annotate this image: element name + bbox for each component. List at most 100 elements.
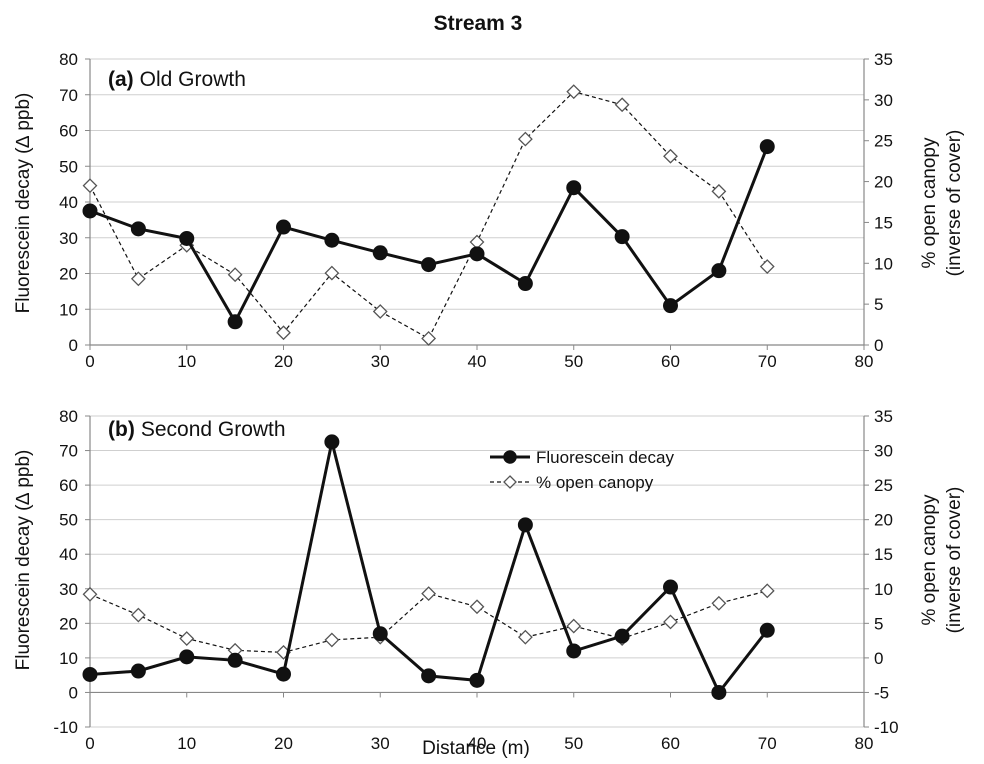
- canopy-point: [372, 304, 388, 319]
- y-right-tick-label: 35: [874, 407, 893, 426]
- fluorescein-point: [566, 180, 582, 196]
- panel-b-y-right-label-line2: (inverse of cover): [944, 487, 965, 634]
- canopy-point: [276, 325, 291, 341]
- x-tick-label: 30: [371, 734, 390, 753]
- fluorescein-point: [130, 221, 146, 237]
- fluorescein-point: [663, 298, 678, 314]
- fluorescein-point: [276, 666, 291, 682]
- x-tick-label: 80: [855, 734, 874, 753]
- fluorescein-point: [421, 257, 437, 273]
- y-right-tick-label: -10: [874, 718, 899, 737]
- y-right-tick-label: 15: [874, 545, 893, 564]
- panel-b-gridlines: [90, 415, 864, 728]
- fluorescein-point: [324, 232, 340, 248]
- canopy-point: [179, 631, 195, 646]
- fluorescein-point: [759, 139, 775, 155]
- y-left-tick-label: 0: [69, 336, 78, 355]
- panel-b-label-bold: (b): [108, 418, 135, 441]
- fluorescein-point: [324, 434, 340, 450]
- panel-a-series: [82, 84, 775, 346]
- fluorescein-point: [276, 219, 291, 235]
- panel-a-label: (a) Old Growth: [108, 68, 246, 91]
- fluorescein-point: [372, 245, 388, 261]
- canopy-point: [469, 599, 485, 615]
- y-right-tick-label: 30: [874, 91, 893, 110]
- panel-a-y-right-label-line2: (inverse of cover): [944, 130, 965, 277]
- canopy-point: [663, 614, 678, 630]
- panel-a-y-left-label: Fluorescein decay (∆ ppb): [13, 93, 34, 314]
- canopy-point: [614, 97, 630, 113]
- fluorescein-point: [614, 229, 630, 245]
- fluorescein-point: [711, 263, 727, 279]
- x-tick-label: 40: [468, 734, 487, 753]
- fluorescein-point: [614, 628, 630, 644]
- y-left-tick-label: 60: [59, 122, 78, 141]
- fluorescein-point: [372, 626, 388, 642]
- x-tick-label: 70: [758, 734, 777, 753]
- y-right-tick-label: 25: [874, 132, 893, 151]
- y-right-tick-label: 35: [874, 50, 893, 69]
- fluorescein-point: [82, 666, 98, 682]
- x-axis-label: Distance (m): [422, 738, 530, 759]
- canopy-point: [759, 583, 775, 599]
- panel-a-y-right-label-line1: % open canopy: [919, 137, 940, 268]
- y-left-tick-label: 60: [59, 476, 78, 495]
- x-tick-label: 0: [85, 734, 94, 753]
- legend-fluorescein-label: Fluorescein decay: [536, 448, 674, 467]
- y-left-tick-label: 0: [69, 683, 78, 702]
- y-left-tick-label: 50: [59, 511, 78, 530]
- x-tick-label: 60: [661, 352, 680, 371]
- fluorescein-point: [82, 203, 98, 219]
- canopy-point: [421, 331, 437, 346]
- y-right-tick-label: 20: [874, 173, 893, 192]
- canopy-point: [227, 267, 243, 283]
- canopy-point: [324, 265, 340, 281]
- canopy-point: [421, 586, 437, 602]
- canopy-point: [82, 586, 98, 602]
- y-right-tick-label: 0: [874, 649, 883, 668]
- fluorescein-point: [759, 622, 775, 638]
- legend-fluorescein-marker: [503, 450, 517, 464]
- y-left-tick-label: 10: [59, 649, 78, 668]
- x-tick-label: 10: [177, 734, 196, 753]
- x-tick-label: 0: [85, 352, 94, 371]
- canopy-series-line: [89, 91, 768, 340]
- fluorescein-point: [469, 246, 485, 262]
- x-tick-label: 10: [177, 352, 196, 371]
- panel-b-axes: -1001020304050607080-10-5051015202530350…: [53, 407, 898, 753]
- fluorescein-point: [663, 579, 678, 595]
- x-tick-label: 20: [274, 352, 293, 371]
- x-tick-label: 70: [758, 352, 777, 371]
- panel-b-y-right-label-line1: % open canopy: [919, 494, 940, 625]
- legend-canopy-marker: [503, 475, 517, 489]
- y-left-tick-label: 70: [59, 442, 78, 461]
- fluorescein-point: [566, 643, 582, 659]
- fluorescein-point: [227, 652, 243, 668]
- y-left-tick-label: 10: [59, 300, 78, 319]
- canopy-series-line: [89, 590, 768, 654]
- canopy-point: [130, 607, 146, 623]
- canopy-point: [324, 632, 340, 648]
- y-left-tick-label: 30: [59, 580, 78, 599]
- canopy-point: [759, 259, 775, 274]
- y-right-tick-label: 20: [874, 511, 893, 530]
- fluorescein-point: [179, 230, 195, 246]
- fluorescein-point: [517, 517, 533, 533]
- y-right-tick-label: 10: [874, 254, 893, 273]
- y-left-tick-label: 20: [59, 614, 78, 633]
- panel-b-y-left-label: Fluorescein decay (∆ ppb): [13, 450, 34, 671]
- y-right-tick-label: 5: [874, 614, 883, 633]
- canopy-point: [711, 183, 727, 199]
- y-right-tick-label: 15: [874, 213, 893, 232]
- fluorescein-point: [421, 668, 437, 684]
- y-right-tick-label: 0: [874, 336, 883, 355]
- y-left-tick-label: 80: [59, 50, 78, 69]
- canopy-point: [517, 131, 533, 147]
- chart-title: Stream 3: [434, 12, 523, 35]
- fluorescein-point: [517, 276, 533, 292]
- fluorescein-point: [711, 684, 727, 700]
- x-tick-label: 60: [661, 734, 680, 753]
